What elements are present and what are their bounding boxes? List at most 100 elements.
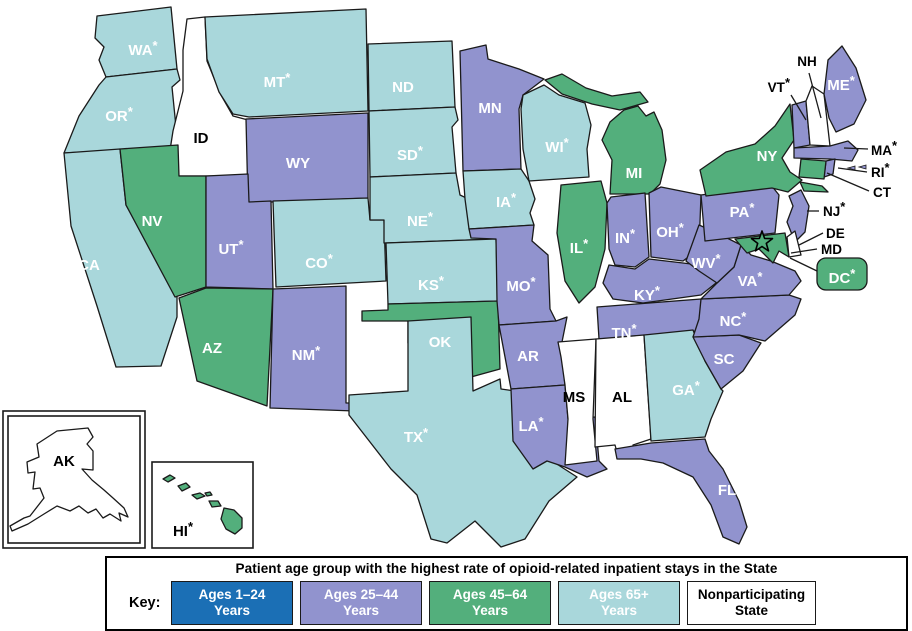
- state-nh: [805, 85, 831, 147]
- leader-line-ct: [826, 172, 870, 192]
- legend-swatch-label-line2: Years: [342, 603, 380, 618]
- state-ct: [798, 158, 827, 180]
- ri-island-shape: [846, 165, 856, 171]
- legend-swatch-label-line2: Years: [213, 603, 251, 618]
- leader-line-dc: [789, 257, 818, 272]
- state-label-mo: MO*: [506, 274, 536, 295]
- state-label-ms: MS: [563, 389, 586, 406]
- state-hi: [177, 482, 191, 492]
- state-ak: [9, 427, 129, 532]
- state-nd: [367, 40, 456, 112]
- state-dc: [816, 257, 868, 291]
- state-mt: [204, 8, 369, 118]
- state-label-nd: ND: [392, 79, 414, 96]
- state-label-fl: FL: [718, 482, 736, 499]
- leader-line-nh: [808, 72, 822, 119]
- state-label-ne: NE*: [407, 209, 434, 230]
- state-label-wv: WV*: [691, 251, 721, 272]
- legend-title: Patient age group with the highest rate …: [235, 561, 778, 576]
- state-label-ok: OK: [429, 334, 452, 351]
- leader-line-de: [798, 232, 824, 246]
- legend-swatch-ages-1-24: Ages 1–24 Years: [171, 581, 293, 625]
- legend-swatch-ages-25-44: Ages 25–44 Years: [300, 581, 422, 625]
- state-label-co: CO*: [305, 251, 334, 272]
- state-label-md: MD: [821, 242, 842, 257]
- state-fl: [614, 438, 748, 545]
- state-label-oh: OH*: [656, 220, 685, 241]
- state-me: [823, 45, 867, 133]
- state-label-wi: WI*: [545, 135, 569, 156]
- legend-swatch-label-line1: Ages 45–64: [452, 587, 528, 602]
- legend-swatch-label-line1: Ages 1–24: [198, 587, 266, 602]
- state-il: [556, 180, 608, 304]
- state-ny: [799, 181, 829, 193]
- state-sd: [368, 106, 459, 178]
- state-hi: [220, 507, 243, 535]
- state-wa: [94, 6, 178, 78]
- state-label-hi: HI*: [173, 519, 194, 540]
- state-label-ny: NY: [757, 148, 778, 165]
- state-label-ak: AK: [53, 453, 75, 470]
- state-hi: [204, 491, 213, 497]
- state-label-tn: TN*: [611, 321, 637, 342]
- state-label-ca: CA: [78, 257, 100, 274]
- state-label-az: AZ: [202, 340, 222, 357]
- state-ia: [462, 168, 536, 230]
- state-label-mt: MT*: [264, 70, 292, 91]
- state-label-or: OR*: [105, 104, 134, 125]
- state-label-dc: DC*: [829, 266, 857, 287]
- state-ms: [557, 338, 598, 466]
- state-label-id: ID: [194, 130, 209, 147]
- state-label-ma: MA*: [871, 138, 898, 158]
- leader-line-ma: [843, 147, 869, 150]
- state-md: [734, 232, 790, 264]
- alaska-inset-frame-inner: [7, 415, 141, 544]
- state-hi: [208, 500, 222, 508]
- state-label-tx: TX*: [404, 425, 429, 446]
- state-label-nc: NC*: [720, 309, 748, 330]
- state-label-ga: GA*: [672, 378, 701, 399]
- state-label-me: ME*: [827, 73, 856, 94]
- state-label-al: AL: [612, 389, 632, 406]
- alaska-inset-frame-outer: [2, 410, 146, 549]
- state-label-va: VA*: [738, 269, 764, 290]
- state-label-sc: SC: [714, 351, 735, 368]
- state-mi: [601, 105, 667, 195]
- state-ma: [793, 140, 859, 162]
- state-nc: [692, 294, 802, 342]
- state-label-nm: NM*: [292, 343, 321, 364]
- state-ny: [699, 103, 803, 197]
- leader-line-vt: [790, 94, 807, 121]
- state-label-sd: SD*: [397, 143, 424, 164]
- state-hi: [191, 492, 206, 500]
- legend-swatch-label-line2: State: [734, 603, 768, 618]
- state-label-mi: MI: [626, 165, 643, 182]
- state-label-la: LA*: [518, 414, 544, 435]
- legend-swatch-label-line1: Nonparticipating: [697, 587, 806, 602]
- state-wv: [685, 224, 742, 284]
- state-label-nh: NH: [797, 54, 817, 69]
- state-wi: [520, 84, 592, 182]
- state-label-pa: PA*: [730, 200, 756, 221]
- leader-line-md: [790, 248, 818, 254]
- state-label-wa: WA*: [128, 38, 158, 59]
- map-legend: Patient age group with the highest rate …: [105, 556, 908, 631]
- leader-line-ri: [837, 167, 868, 173]
- capital-star-icon: [750, 230, 774, 252]
- legend-swatch-ages-45-64: Ages 45–64 Years: [429, 581, 551, 625]
- state-label-ar: AR: [517, 348, 539, 365]
- hawaii-inset-frame: [151, 461, 254, 549]
- ri-island-shape: [857, 164, 867, 170]
- state-label-vt: VT*: [768, 75, 791, 95]
- state-ut: [205, 173, 274, 290]
- state-label-wy: WY: [286, 155, 310, 172]
- state-mi: [544, 73, 649, 111]
- state-az: [178, 287, 274, 407]
- state-co: [272, 197, 387, 288]
- state-ks: [385, 238, 499, 305]
- state-label-ct: CT: [873, 185, 892, 200]
- legend-swatch-label-line2: Years: [600, 603, 638, 618]
- state-label-mn: MN: [478, 100, 501, 117]
